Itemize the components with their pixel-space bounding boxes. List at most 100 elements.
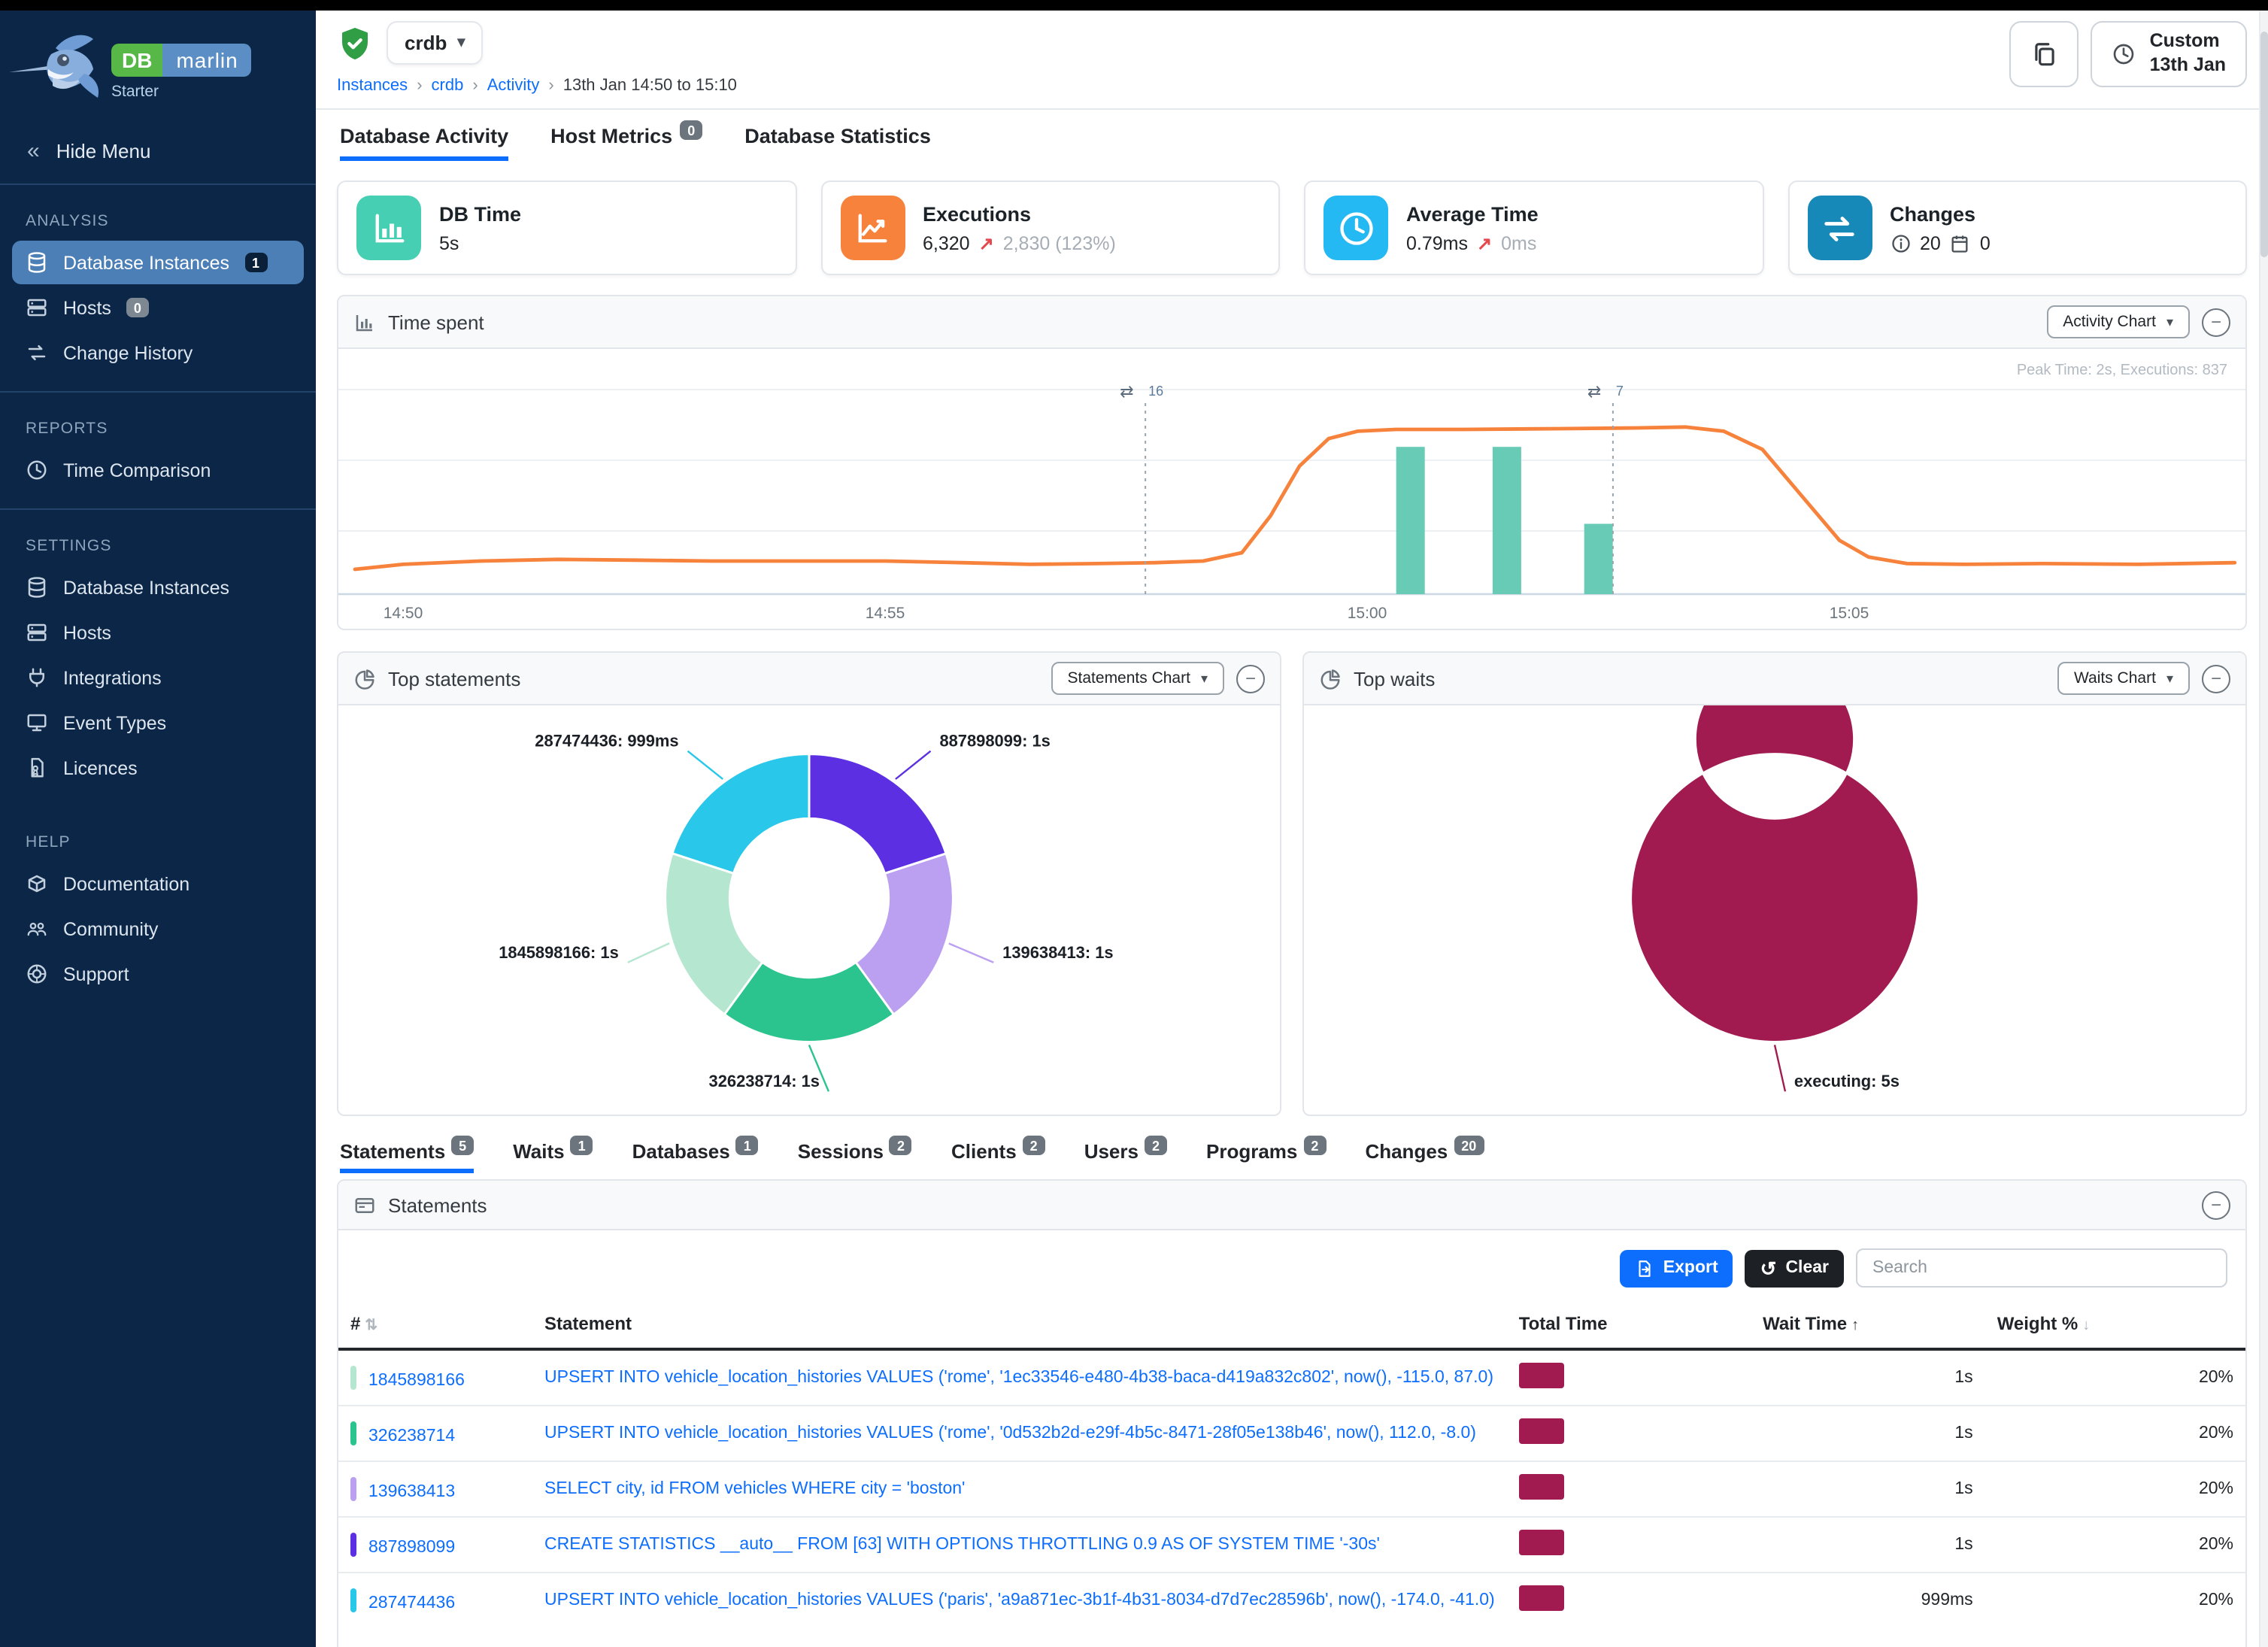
change-marker-count: 7 bbox=[1616, 384, 1624, 399]
weight-value: 20% bbox=[1984, 1460, 2245, 1518]
tab-database-statistics[interactable]: Database Statistics bbox=[744, 125, 931, 161]
tab-label: Programs bbox=[1206, 1140, 1298, 1163]
tab-database-activity[interactable]: Database Activity bbox=[340, 125, 508, 161]
executions-bar[interactable] bbox=[1492, 447, 1521, 594]
tab-waits[interactable]: Waits 1 bbox=[513, 1136, 593, 1174]
time-spent-panel: Time spent Activity Chart ▾ − ⇄ 16 ⇄ 7 14:50… bbox=[337, 295, 2247, 631]
sidebar-item-documentation[interactable]: Documentation bbox=[12, 862, 304, 905]
sidebar-item-database-instances[interactable]: Database Instances bbox=[12, 566, 304, 609]
export-button[interactable]: Export bbox=[1619, 1249, 1733, 1288]
sidebar-item-support[interactable]: Support bbox=[12, 952, 304, 996]
donut-segment-139638413[interactable] bbox=[854, 852, 954, 1017]
column-header-weight[interactable]: Weight % ↓ bbox=[1984, 1300, 2245, 1351]
sidebar-item-integrations[interactable]: Integrations bbox=[12, 656, 304, 699]
column-header-total-time[interactable]: Total Time bbox=[1506, 1300, 1751, 1351]
donut-segment-1845898166[interactable] bbox=[664, 852, 764, 1017]
x-axis-tick: 14:50 bbox=[384, 605, 423, 622]
sidebar-section-title: REPORTS bbox=[26, 420, 108, 438]
donut-segment-287474436[interactable] bbox=[671, 753, 811, 875]
wait-time-value: 1s bbox=[1954, 1369, 1973, 1388]
donut-segment-executing[interactable] bbox=[1630, 705, 1920, 1044]
collapse-button[interactable]: − bbox=[2202, 308, 2230, 336]
tab-host-metrics[interactable]: Host Metrics 0 bbox=[550, 120, 703, 161]
column-header-id[interactable]: # ⇅ bbox=[338, 1300, 532, 1351]
collapse-button[interactable]: − bbox=[1236, 664, 1265, 693]
scrollbar[interactable] bbox=[2259, 11, 2268, 1647]
tab-label: Databases bbox=[632, 1140, 730, 1163]
metric-delta: 2,830 (123%) bbox=[1002, 232, 1116, 253]
statement-link[interactable]: CREATE STATISTICS __auto__ FROM [63] WIT… bbox=[544, 1536, 1380, 1554]
donut-label-leader bbox=[895, 751, 932, 781]
donut-segment-887898099[interactable] bbox=[808, 753, 948, 876]
top-statements-donut[interactable]: 887898099: 1s 139638413: 1s 326238714: 1s 1… bbox=[338, 706, 1280, 1115]
tab-count-badge: 1 bbox=[570, 1136, 593, 1156]
statement-link[interactable]: UPSERT INTO vehicle_location_histories V… bbox=[544, 1591, 1495, 1610]
tab-sessions[interactable]: Sessions 2 bbox=[798, 1136, 912, 1174]
copy-button[interactable] bbox=[2009, 21, 2079, 87]
tab-changes[interactable]: Changes 20 bbox=[1365, 1136, 1484, 1174]
weight-value: 20% bbox=[1984, 1572, 2245, 1628]
pie-chart-icon bbox=[1319, 668, 1342, 690]
sidebar-item-event-types[interactable]: Event Types bbox=[12, 701, 304, 745]
collapse-button[interactable]: − bbox=[2202, 664, 2230, 693]
breadcrumb-item[interactable]: Instances bbox=[337, 77, 408, 95]
time-spent-chart[interactable]: ⇄ 16 ⇄ 7 14:50 14:55 15:00 15:05 Peak Time: 2s, … bbox=[338, 349, 2245, 631]
executions-bar[interactable] bbox=[1396, 447, 1425, 594]
statement-id-link[interactable]: 326238714 bbox=[368, 1427, 456, 1446]
table-row: 326238714 UPSERT INTO vehicle_location_hi… bbox=[338, 1405, 2245, 1462]
caret-down-icon: ▾ bbox=[2166, 314, 2173, 329]
wait-time-value: 999ms bbox=[1751, 1572, 1985, 1628]
tab-label: Waits bbox=[513, 1140, 565, 1163]
time-range-button[interactable]: Custom 13th Jan bbox=[2091, 21, 2247, 87]
sidebar-item-community[interactable]: Community bbox=[12, 907, 304, 951]
statement-id-link[interactable]: 1845898166 bbox=[368, 1372, 465, 1391]
undo-icon: ↺ bbox=[1760, 1257, 1777, 1280]
waits-chart-selector[interactable]: Waits Chart ▾ bbox=[2057, 662, 2190, 696]
statement-link[interactable]: UPSERT INTO vehicle_location_histories V… bbox=[544, 1424, 1476, 1443]
breadcrumb-item[interactable]: Activity bbox=[487, 77, 540, 95]
donut-label-leader bbox=[627, 942, 670, 964]
tab-databases[interactable]: Databases 1 bbox=[632, 1136, 759, 1174]
tab-users[interactable]: Users 2 bbox=[1084, 1136, 1167, 1174]
sidebar-item-time-comparison[interactable]: Time Comparison bbox=[12, 448, 304, 492]
statement-id-link[interactable]: 287474436 bbox=[368, 1594, 456, 1613]
tab-count-badge: 5 bbox=[451, 1136, 475, 1156]
detail-tabs: Statements 5 Waits 1 Databases 1 Sessions 2 Clie… bbox=[316, 1136, 2268, 1174]
hosts-icon bbox=[26, 296, 48, 319]
breadcrumb-item[interactable]: crdb bbox=[431, 77, 464, 95]
sidebar-item-licences[interactable]: Licences bbox=[12, 746, 304, 790]
collapse-button[interactable]: − bbox=[2202, 1191, 2230, 1220]
sidebar-item-database-instances[interactable]: Database Instances 1 bbox=[12, 241, 304, 284]
tab-statements[interactable]: Statements 5 bbox=[340, 1136, 475, 1174]
donut-segment-326238714[interactable] bbox=[723, 961, 896, 1044]
clear-button[interactable]: ↺ Clear bbox=[1745, 1249, 1844, 1288]
tab-count-badge: 2 bbox=[1303, 1136, 1327, 1156]
statement-id-link[interactable]: 887898099 bbox=[368, 1539, 456, 1558]
panel-title: Time spent bbox=[388, 311, 484, 333]
top-waits-donut[interactable]: executing: 5s bbox=[1304, 705, 2245, 1115]
sidebar-item-hosts[interactable]: Hosts 0 bbox=[12, 286, 304, 329]
statements-chart-selector[interactable]: Statements Chart ▾ bbox=[1051, 662, 1224, 696]
logo: DB marlin Starter bbox=[0, 11, 316, 122]
tab-clients[interactable]: Clients 2 bbox=[951, 1136, 1045, 1174]
statement-link[interactable]: SELECT city, id FROM vehicles WHERE city… bbox=[544, 1480, 966, 1499]
tab-count-badge: 20 bbox=[1454, 1136, 1484, 1156]
column-header-statement[interactable]: Statement bbox=[532, 1300, 1507, 1351]
tab-programs[interactable]: Programs 2 bbox=[1206, 1136, 1327, 1174]
metric-count: 20 bbox=[1920, 232, 1941, 253]
executions-bar[interactable] bbox=[1584, 523, 1613, 595]
count-badge: 1 bbox=[244, 253, 268, 272]
x-axis-tick: 15:00 bbox=[1348, 605, 1387, 622]
search-input[interactable] bbox=[1856, 1248, 2227, 1288]
table-toolbar: Export ↺ Clear bbox=[338, 1231, 2245, 1300]
activity-chart-selector[interactable]: Activity Chart ▾ bbox=[2046, 305, 2190, 338]
hide-menu-button[interactable]: « Hide Menu bbox=[0, 122, 316, 185]
scrollbar-thumb[interactable] bbox=[2260, 32, 2268, 257]
sidebar-item-change-history[interactable]: Change History bbox=[12, 331, 304, 375]
bar-chart-icon bbox=[353, 311, 376, 333]
statement-link[interactable]: UPSERT INTO vehicle_location_histories V… bbox=[544, 1369, 1493, 1388]
statement-id-link[interactable]: 139638413 bbox=[368, 1483, 456, 1502]
instance-selector[interactable]: crdb ▾ bbox=[387, 21, 484, 65]
sidebar-item-hosts[interactable]: Hosts bbox=[12, 611, 304, 654]
column-header-wait-time[interactable]: Wait Time ↑ bbox=[1751, 1300, 1985, 1351]
